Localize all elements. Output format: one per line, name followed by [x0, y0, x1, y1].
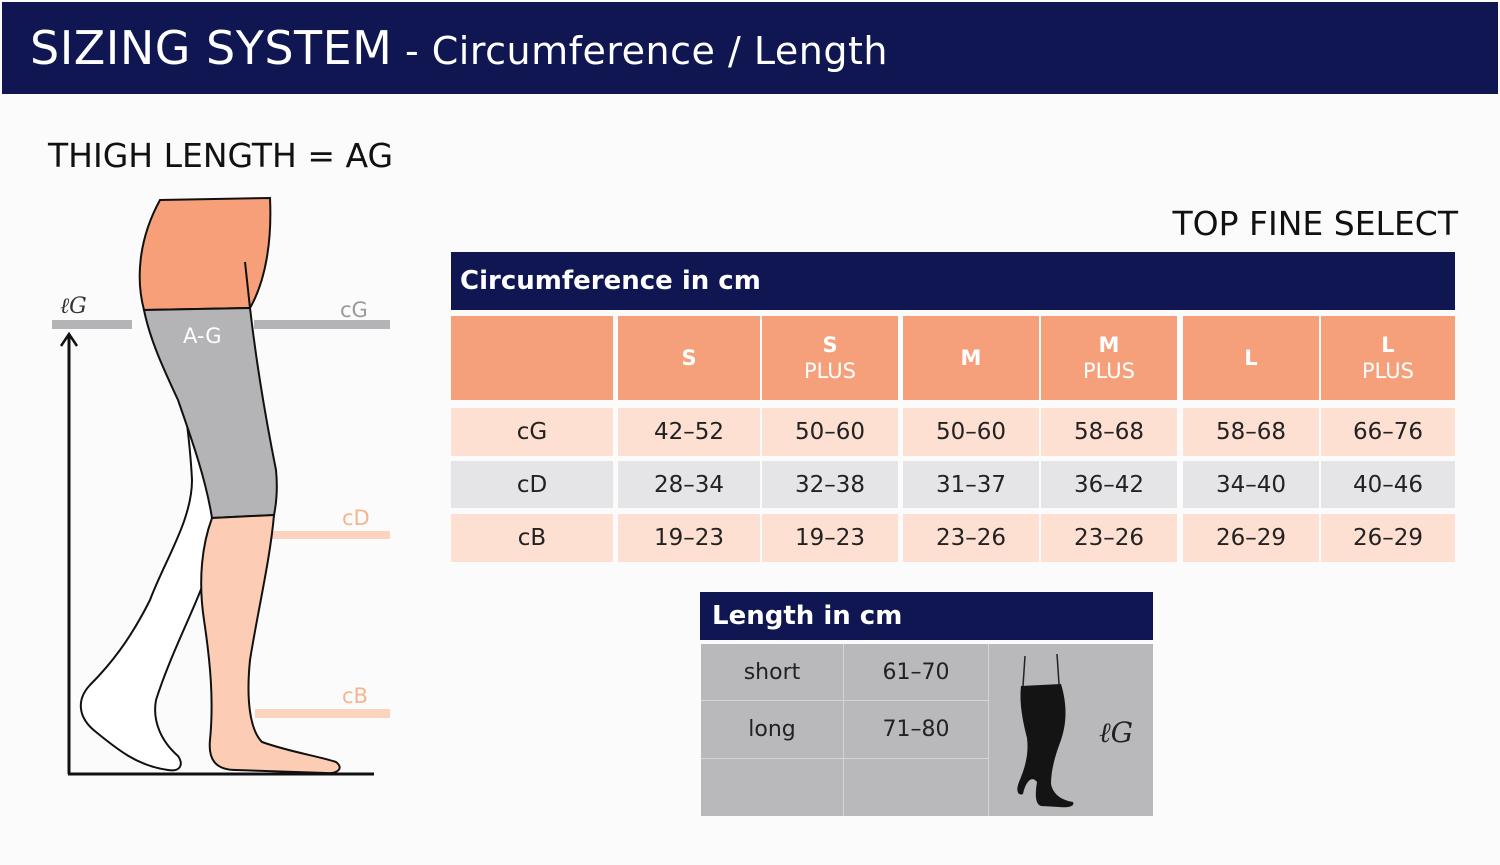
table-cell: 19–23 — [762, 514, 898, 562]
column-header-s: S — [618, 316, 760, 400]
label-cb: cB — [342, 684, 368, 708]
circumference-header: Circumference in cm — [451, 252, 1455, 310]
column-header-s-plus: S PLUS — [762, 316, 898, 400]
back-leg — [80, 359, 221, 772]
table-cell: 28–34 — [618, 461, 760, 508]
table-cell: 58–68 — [1041, 408, 1177, 456]
column-size: L — [1244, 346, 1258, 370]
lg-level-bar — [52, 320, 132, 329]
length-value-short: 61–70 — [882, 659, 950, 685]
arrow-up-icon — [59, 331, 79, 347]
column-plus: PLUS — [1361, 359, 1415, 383]
page-title-sub: - Circumference / Length — [392, 29, 888, 73]
row-label-cg: cG — [451, 408, 613, 456]
column-size: L — [1381, 333, 1395, 357]
page-header: SIZING SYSTEM - Circumference / Length — [2, 2, 1498, 94]
table-cell: 26–29 — [1183, 514, 1319, 562]
column-size: M — [960, 346, 982, 370]
column-header-m-plus: M PLUS — [1041, 316, 1177, 400]
table-cell: 66–76 — [1321, 408, 1455, 456]
table-cell: 19–23 — [618, 514, 760, 562]
label-cg: cG — [340, 298, 368, 322]
column-header-l-plus: L PLUS — [1321, 316, 1455, 400]
table-cell: 50–60 — [762, 408, 898, 456]
cd-level-bar — [268, 531, 390, 539]
row-label-cb: cB — [451, 514, 613, 562]
column-size: S — [822, 333, 838, 357]
length-label-long: long — [748, 717, 796, 742]
table-cell: 40–46 — [1321, 461, 1455, 508]
product-name: TOP FINE SELECT — [1172, 204, 1459, 243]
table-cell: 36–42 — [1041, 461, 1177, 508]
column-size: M — [1098, 333, 1120, 357]
table-cell: 23–26 — [1041, 514, 1177, 562]
knee-line — [244, 261, 251, 309]
cg-level-bar — [254, 320, 390, 329]
row-label-cd: cD — [451, 461, 613, 508]
table-cell: 23–26 — [903, 514, 1039, 562]
cb-level-bar — [255, 709, 390, 718]
length-image-label: ℓG — [1099, 716, 1133, 749]
label-lg: ℓG — [60, 294, 87, 319]
column-plus: PLUS — [803, 359, 857, 383]
lower-leg — [200, 513, 341, 775]
column-header-l: L — [1183, 316, 1319, 400]
leg-diagram: ℓG cG A-G cD cB — [52, 196, 390, 776]
column-size: S — [681, 346, 697, 370]
table-cell: 42–52 — [618, 408, 760, 456]
length-table: short 61–70 long 71–80 ℓG — [701, 644, 1153, 816]
length-value-long: 71–80 — [882, 717, 950, 742]
length-header: Length in cm — [700, 592, 1153, 640]
thigh-length-title: THIGH LENGTH = AG — [48, 136, 394, 175]
page-title-main: SIZING SYSTEM — [30, 21, 393, 75]
column-header-m: M — [903, 316, 1039, 400]
thigh-top — [138, 196, 272, 312]
column-plus: PLUS — [1082, 359, 1136, 383]
table-cell: 34–40 — [1183, 461, 1319, 508]
stocking-icon: ℓG — [1017, 653, 1133, 808]
corner-cell — [451, 316, 613, 400]
label-ag: A-G — [183, 324, 222, 348]
table-cell: 58–68 — [1183, 408, 1319, 456]
table-cell: 50–60 — [903, 408, 1039, 456]
page-title: SIZING SYSTEM - Circumference / Length — [30, 21, 888, 75]
label-cd: cD — [342, 506, 370, 530]
table-cell: 26–29 — [1321, 514, 1455, 562]
table-cell: 32–38 — [762, 461, 898, 508]
length-label-short: short — [743, 659, 801, 685]
table-cell: 31–37 — [903, 461, 1039, 508]
